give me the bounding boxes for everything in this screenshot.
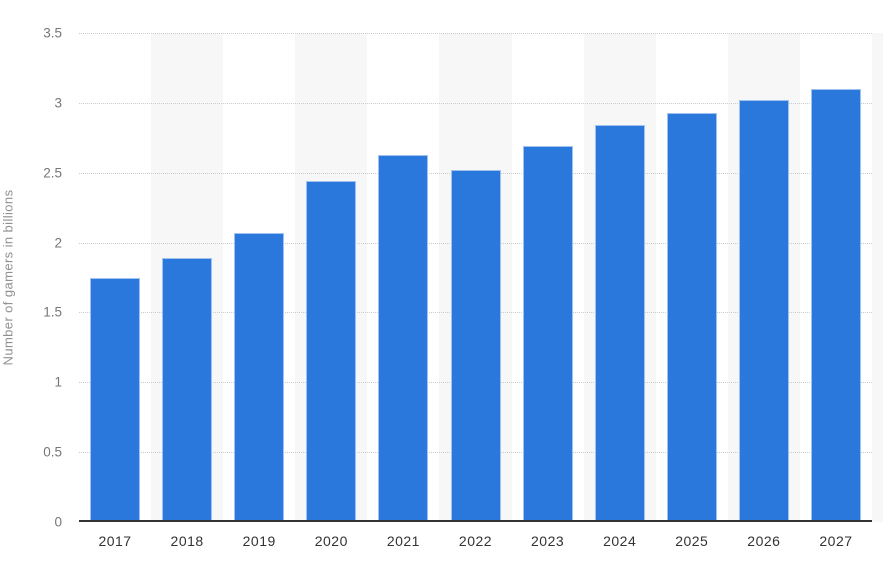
bar-2017[interactable] xyxy=(90,277,141,522)
bar-2021[interactable] xyxy=(378,154,429,522)
bar-2022[interactable] xyxy=(450,169,501,522)
y-tick-label-3.5: 3.5 xyxy=(43,25,62,41)
y-axis-title: Number of gamers in billions xyxy=(0,189,16,366)
bar-2025[interactable] xyxy=(666,112,717,522)
y-tick-label-1: 1 xyxy=(54,374,62,390)
x-tick-label-2017: 2017 xyxy=(98,533,132,549)
bar-2019[interactable] xyxy=(234,232,285,522)
x-tick-label-2023: 2023 xyxy=(531,533,565,549)
x-tick-label-2020: 2020 xyxy=(314,533,348,549)
gridline-3 xyxy=(79,102,872,104)
y-tick-label-0.5: 0.5 xyxy=(43,444,62,460)
x-tick-label-2024: 2024 xyxy=(603,533,637,549)
x-tick-label-2025: 2025 xyxy=(675,533,709,549)
plot-band-partial-right xyxy=(872,33,883,522)
y-tick-label-2.5: 2.5 xyxy=(43,165,62,181)
x-tick-label-2027: 2027 xyxy=(819,533,853,549)
x-tick-label-2021: 2021 xyxy=(386,533,420,549)
gridline-3.5 xyxy=(79,33,872,34)
x-tick-label-2019: 2019 xyxy=(242,533,276,549)
bar-2026[interactable] xyxy=(738,100,789,522)
y-tick-label-0: 0 xyxy=(54,514,62,530)
y-tick-label-1.5: 1.5 xyxy=(43,304,62,320)
bar-2027[interactable] xyxy=(810,88,861,522)
bar-2024[interactable] xyxy=(594,125,645,522)
x-tick-label-2018: 2018 xyxy=(170,533,204,549)
y-tick-label-3: 3 xyxy=(54,95,62,111)
x-tick-label-2022: 2022 xyxy=(458,533,493,549)
bar-2018[interactable] xyxy=(162,257,213,522)
x-axis-line xyxy=(79,520,872,522)
y-tick-label-2: 2 xyxy=(54,235,62,251)
bar-2020[interactable] xyxy=(306,181,357,522)
x-tick-label-2026: 2026 xyxy=(747,533,781,549)
bar-2023[interactable] xyxy=(522,146,573,522)
